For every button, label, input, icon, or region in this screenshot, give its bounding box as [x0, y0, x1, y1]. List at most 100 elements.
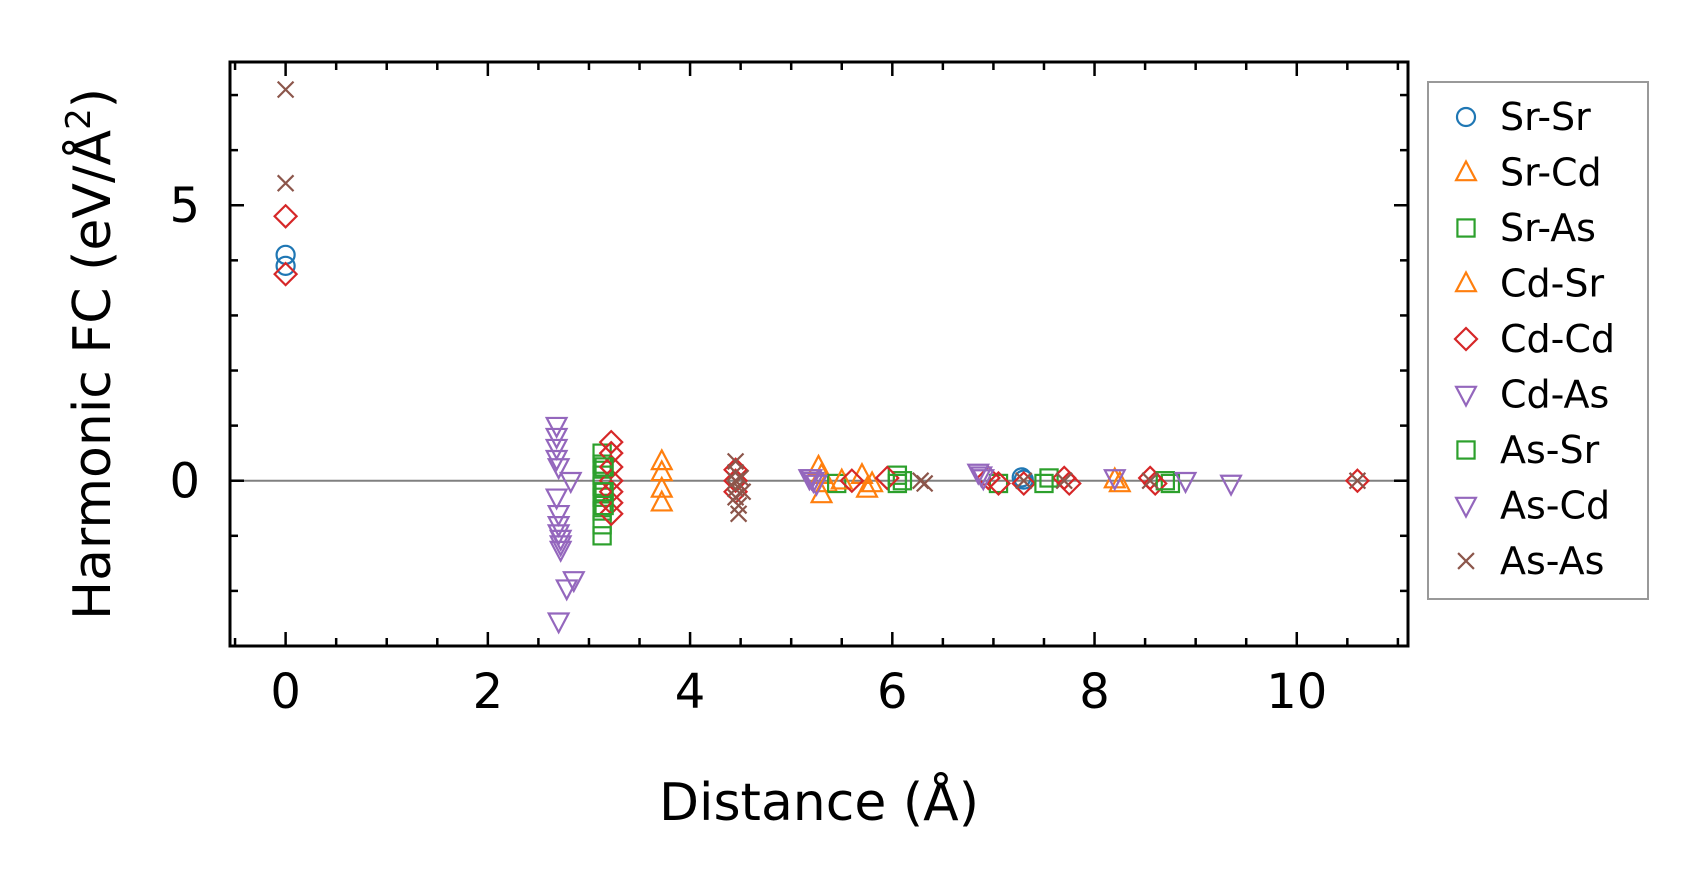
- legend-marker: [1456, 440, 1476, 460]
- data-point: [1055, 472, 1073, 490]
- data-point: [594, 495, 614, 516]
- legend-label: Cd-As: [1500, 373, 1609, 417]
- data-point: [562, 571, 586, 594]
- data-point: [598, 440, 624, 466]
- plot-frame: [228, 60, 1410, 648]
- data-point: [546, 458, 571, 481]
- legend-marker: [1457, 552, 1475, 570]
- data-point: [1034, 473, 1054, 494]
- data-point: [969, 466, 994, 489]
- legend-marker: [1454, 496, 1478, 519]
- axis-tick-labels: 0 2 4 6 8 10 0 5: [169, 178, 1327, 720]
- legend-marker: [1456, 218, 1476, 238]
- data-point: [544, 416, 569, 439]
- x-tick-label: 10: [1266, 664, 1327, 720]
- data-point: [544, 438, 569, 462]
- data-point: [1011, 470, 1037, 497]
- y-axis-title: Harmonic FC (eV/Å2): [59, 88, 123, 620]
- y-axis-title-superscript: 2: [59, 108, 99, 130]
- data-point: [544, 488, 569, 511]
- legend-label: As-Cd: [1500, 484, 1610, 528]
- data-point: [729, 505, 748, 523]
- data-point: [799, 469, 824, 492]
- data-point: [1141, 472, 1159, 490]
- data-point: [855, 475, 879, 498]
- legend-entry: As-Sr: [1456, 428, 1600, 472]
- data-point: [650, 475, 674, 498]
- legend-marker: [1454, 270, 1478, 293]
- legend-label: Sr-Sr: [1500, 95, 1591, 139]
- data-point: [554, 579, 579, 602]
- data-point: [592, 526, 612, 546]
- x-tick-label: 6: [877, 664, 908, 720]
- legend-label: Cd-Cd: [1500, 317, 1615, 361]
- data-point: [594, 482, 614, 502]
- data-point: [275, 255, 296, 276]
- data-point: [548, 535, 573, 558]
- data-point: [985, 470, 1012, 497]
- legend: Sr-Sr Sr-Cd Sr-As Cd-Sr Cd-Cd Cd-As As-Sr As-Cd…: [1427, 81, 1649, 600]
- x-tick-label: 8: [1079, 664, 1110, 720]
- data-point: [273, 261, 299, 287]
- data-markers: [273, 80, 1370, 635]
- legend-marker: [1454, 385, 1478, 408]
- y-axis-title-close: ): [63, 88, 123, 108]
- series-as-cd: [546, 466, 1198, 635]
- data-point: [988, 473, 1009, 494]
- legend-entry: Cd-Cd: [1453, 317, 1615, 361]
- legend-label: Sr-Cd: [1500, 151, 1602, 195]
- data-point: [598, 454, 624, 480]
- data-point: [273, 203, 299, 229]
- legend-label: As-As: [1500, 539, 1604, 583]
- data-point: [559, 471, 583, 495]
- x-tick-label: 4: [675, 664, 706, 720]
- data-point: [650, 448, 674, 471]
- data-point: [966, 463, 990, 486]
- plot-area: [230, 62, 1408, 646]
- y-tick-label: 0: [169, 454, 200, 510]
- data-point: [650, 489, 674, 512]
- data-point: [804, 474, 829, 497]
- series-as-sr: [594, 457, 1176, 516]
- data-point: [887, 473, 908, 494]
- data-point: [1160, 473, 1181, 494]
- data-point: [839, 468, 865, 494]
- data-point: [1103, 469, 1127, 492]
- data-point: [1219, 474, 1243, 497]
- series-cd-sr: [650, 448, 1132, 512]
- data-point: [860, 470, 884, 493]
- legend-entry: As-As: [1457, 539, 1604, 583]
- series-as-as: [276, 80, 1367, 523]
- legend-label: As-Sr: [1500, 428, 1600, 472]
- data-point: [1013, 469, 1034, 490]
- y-tick-label: 5: [169, 178, 200, 234]
- data-point: [827, 473, 847, 494]
- x-axis-title: Distance (Å): [659, 771, 979, 833]
- data-point: [892, 471, 913, 491]
- x-tick-label: 2: [473, 664, 504, 720]
- legend-label: Cd-Sr: [1500, 262, 1604, 306]
- legend-label: Sr-As: [1500, 206, 1596, 250]
- data-point: [1015, 472, 1033, 490]
- legend-entry: Sr-As: [1456, 206, 1596, 250]
- legend-marker: [1453, 326, 1479, 352]
- data-point: [594, 457, 614, 477]
- legend-marker: [1455, 106, 1477, 128]
- data-point: [276, 80, 295, 99]
- data-point: [1039, 468, 1059, 488]
- legend-entry: Cd-As: [1454, 373, 1609, 417]
- data-point: [592, 501, 612, 521]
- legend-entry: Sr-Cd: [1454, 151, 1602, 195]
- data-point: [598, 429, 624, 455]
- legend-entry: Cd-Sr: [1454, 262, 1604, 306]
- data-point: [1108, 470, 1132, 493]
- data-point: [546, 504, 571, 528]
- y-axis-title-main: Harmonic FC (eV/Å: [61, 129, 123, 620]
- legend-entry: As-Cd: [1454, 484, 1610, 528]
- data-point: [548, 540, 573, 563]
- x-tick-label: 0: [270, 664, 301, 720]
- data-point: [1173, 471, 1198, 495]
- data-point: [915, 474, 934, 493]
- data-point: [1011, 467, 1032, 488]
